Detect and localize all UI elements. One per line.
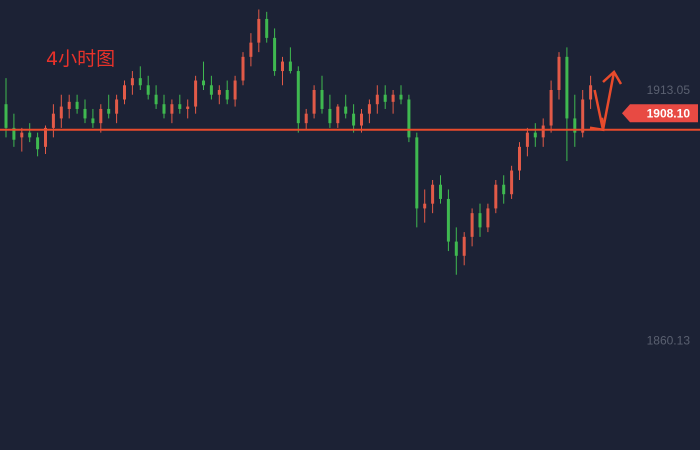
candle-body [470,213,474,237]
candle-body [510,170,514,195]
candle-body [138,78,142,86]
price-label-lower: 1860.13 [647,333,691,347]
candle-body [573,118,577,133]
candle-body [494,184,498,209]
candle-body [115,99,119,114]
price-label-upper: 1913.05 [647,83,691,97]
candle-body [130,78,134,86]
candle-body [423,203,427,209]
candle-body [549,90,553,126]
candle-body [67,101,71,109]
candle-body [217,90,221,95]
chart-title: 4小时图 [46,48,116,70]
candle-body [59,106,63,119]
candle-body [304,113,308,124]
candle-body [320,90,324,109]
candle-body [525,132,529,147]
candle-body [44,127,47,147]
candle-body [28,132,32,138]
current-price-label: 1908.10 [647,107,691,121]
candle-body [233,80,237,100]
candle-body [265,18,269,38]
candle-body [99,108,103,124]
candle-body [162,104,166,114]
candle-body [257,18,261,43]
candle-body [4,104,8,128]
candle-body [225,90,229,100]
candle-body [486,208,490,228]
candle-body [146,85,150,95]
arrowhead-down [589,117,605,132]
candle-body [20,132,24,138]
candle-body [407,99,411,138]
candle-body [581,99,585,133]
candle-body [83,108,87,119]
candle-body [367,104,371,114]
candle-body [344,106,348,114]
candle-body [518,146,521,171]
arrowhead-up [602,70,623,85]
candle-body [75,101,79,109]
candle-body [533,132,537,138]
candle-body [415,137,419,209]
candle-body [288,61,292,72]
candle-body [360,113,363,126]
candle-body [36,137,40,150]
candle-body [462,236,466,256]
candle-body [431,184,435,204]
candle-body [170,104,174,114]
candle-body [186,106,190,109]
candle-body [249,42,253,57]
candle-body [439,184,442,199]
candle-body [502,184,506,195]
candle-body [154,94,158,105]
candle-body [296,71,300,124]
candle-body [91,118,95,124]
candle-body [589,85,593,100]
candle-body [328,108,332,124]
candle-body [241,56,245,81]
candle-body [194,80,198,107]
candle-body [454,241,458,256]
candle-body [336,106,340,124]
candle-body [123,85,126,100]
candle-body [383,94,387,102]
current-price-badge [622,104,698,123]
candle-body [541,125,545,138]
candle-body [273,37,277,72]
candle-body [399,94,403,100]
candle-body [478,213,482,228]
candle-body [209,85,213,95]
candle-body [281,61,284,72]
candle-body [107,108,111,114]
candle-body [557,56,561,90]
candle-body [178,104,182,109]
candle-body [12,127,16,140]
candle-body [446,198,450,242]
candle-body [565,56,569,119]
candle-body [51,113,55,128]
candle-body [375,94,379,105]
candle-body [202,80,205,86]
candle-body [312,90,316,114]
candle-body [391,94,395,102]
candle-body [352,113,356,126]
